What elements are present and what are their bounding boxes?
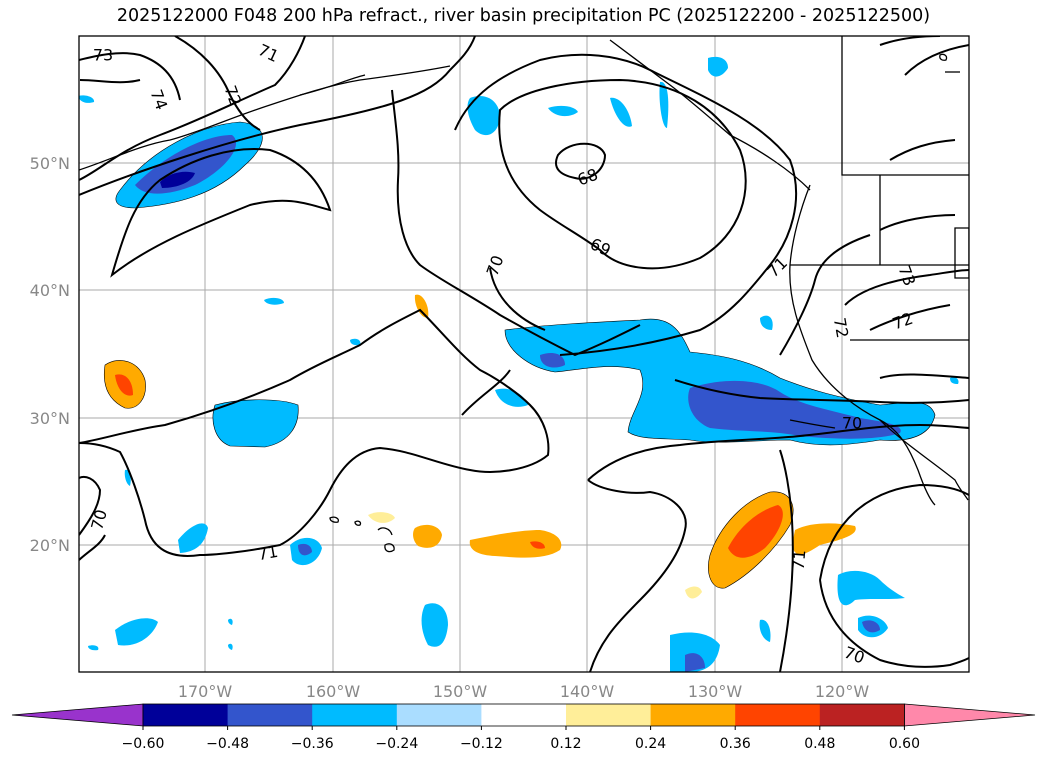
colorbar-bin <box>735 704 821 726</box>
refractivity-contours <box>79 36 969 672</box>
map-title: 2025122000 F048 200 hPa refract., river … <box>116 6 931 26</box>
lon-tick-label: 130°W <box>688 682 743 701</box>
colorbar-bin <box>650 704 736 726</box>
colorbar-extend-max <box>904 703 1036 727</box>
colorbar-bin <box>396 704 482 726</box>
colorbar-bin <box>481 704 567 726</box>
contour-label: 72 <box>830 316 852 339</box>
colorbar-bin <box>227 704 313 726</box>
colorbar-bin <box>566 704 652 726</box>
colorbar-tick-label: −0.24 <box>375 736 418 752</box>
colorbar-tick-label: −0.60 <box>122 736 165 752</box>
colorbar-bin <box>143 704 229 726</box>
lon-tick-label: 140°W <box>560 682 615 701</box>
longitude-axis: 170°W 160°W 150°W 140°W 130°W 120°W <box>178 682 870 701</box>
contour-label: 71 <box>789 549 810 571</box>
lon-tick-label: 160°W <box>306 682 361 701</box>
positive-anomaly-areas <box>104 294 856 599</box>
colorbar-tick-label: −0.48 <box>206 736 249 752</box>
contour-label: 70 <box>842 414 862 433</box>
colorbar-bin <box>312 704 398 726</box>
colorbar-tick-label: 0.60 <box>889 736 920 752</box>
lat-tick-label: 40°N <box>30 281 70 300</box>
coastlines <box>79 36 969 553</box>
contour-label: 73 <box>93 46 113 65</box>
colorbar-extend-min <box>11 703 144 727</box>
colorbar-frame <box>142 703 905 727</box>
lon-tick-label: 170°W <box>178 682 233 701</box>
colorbar-tick-label: 0.48 <box>804 736 835 752</box>
lat-tick-label: 20°N <box>30 536 70 555</box>
latitude-axis: 50°N 40°N 30°N 20°N <box>30 154 70 555</box>
colorbar-tick-label: 0.12 <box>550 736 581 752</box>
colorbar-tick-label: −0.36 <box>291 736 334 752</box>
colorbar: −0.60 −0.48 −0.36 −0.24 −0.12 0.12 0.24 0.36 0.4… <box>11 703 1036 752</box>
colorbar-tick-label: −0.12 <box>460 736 503 752</box>
lon-tick-label: 120°W <box>815 682 870 701</box>
lon-tick-label: 150°W <box>433 682 488 701</box>
lat-tick-label: 50°N <box>30 154 70 173</box>
colorbar-bin <box>819 704 905 726</box>
contour-label: 71 <box>256 542 279 564</box>
contour-label: 70 <box>87 507 111 532</box>
colorbar-tick-label: 0.36 <box>720 736 751 752</box>
colorbar-tick-label: 0.24 <box>635 736 666 752</box>
plot-frame <box>78 35 970 673</box>
lat-tick-label: 30°N <box>30 409 70 428</box>
